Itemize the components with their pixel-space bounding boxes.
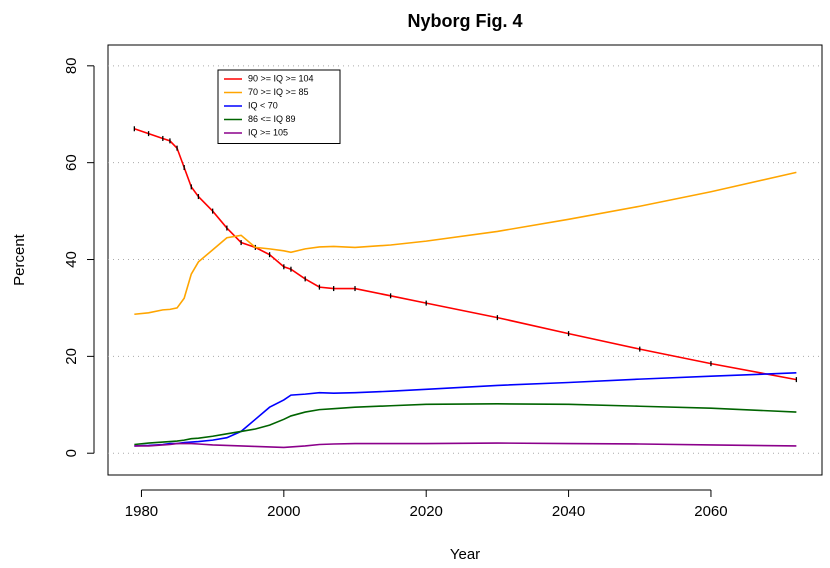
y-tick-label: 0 <box>63 449 80 457</box>
series-line <box>134 403 797 446</box>
legend-label: IQ >= 105 <box>248 127 288 137</box>
legend-label: 90 >= IQ >= 104 <box>248 73 314 83</box>
x-tick-label: 2000 <box>267 503 300 520</box>
legend-label: 70 >= IQ >= 85 <box>248 87 309 97</box>
legend-label: 86 <= IQ 89 <box>248 114 296 124</box>
series-line <box>134 128 797 381</box>
x-tick-label: 2020 <box>410 503 443 520</box>
y-tick-label: 80 <box>63 57 80 74</box>
y-tick-label: 60 <box>63 154 80 171</box>
x-tick-label: 2040 <box>552 503 585 520</box>
legend-label: IQ < 70 <box>248 100 278 110</box>
x-tick-label: 2060 <box>694 503 727 520</box>
x-tick-label: 1980 <box>125 503 158 520</box>
y-axis-label: Percent <box>11 233 28 286</box>
plot-frame <box>107 44 823 476</box>
chart-title: Nyborg Fig. 4 <box>407 11 522 31</box>
series-line <box>134 171 797 316</box>
x-axis-label: Year <box>450 546 480 563</box>
y-tick-label: 20 <box>63 348 80 365</box>
y-tick-label: 40 <box>63 251 80 268</box>
series-line <box>134 442 797 449</box>
series-line <box>134 372 797 447</box>
legend: 90 >= IQ >= 104 70 >= IQ >= 85 IQ < 70 86 <… <box>217 69 341 144</box>
